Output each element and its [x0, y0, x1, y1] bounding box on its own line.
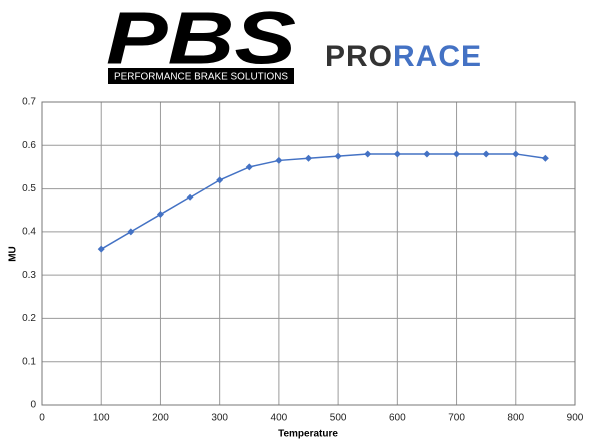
- data-point: [453, 150, 461, 158]
- x-tick-label: 100: [93, 413, 110, 424]
- brand-prefix: PRO: [325, 40, 393, 73]
- y-tick-label: 0.5: [22, 183, 36, 194]
- y-tick-label: 0.1: [22, 356, 36, 367]
- x-tick-label: 500: [330, 413, 347, 424]
- y-tick-label: 0: [30, 400, 36, 411]
- data-point: [393, 150, 401, 158]
- data-point: [186, 193, 194, 201]
- x-tick-label: 200: [152, 413, 169, 424]
- data-point: [305, 154, 312, 162]
- x-tick-label: 800: [507, 413, 524, 424]
- logo-subtitle: PERFORMANCE BRAKE SOLUTIONS: [114, 72, 288, 83]
- y-tick-label: 0.6: [22, 140, 36, 151]
- data-point: [97, 245, 105, 253]
- logo-title: PBS: [106, 0, 296, 80]
- data-point: [156, 211, 164, 219]
- data-point: [245, 163, 253, 171]
- brand-suffix: RACE: [393, 40, 482, 73]
- data-point: [482, 150, 490, 158]
- x-tick-label: 700: [448, 413, 465, 424]
- data-point: [541, 154, 549, 162]
- x-tick-label: 400: [271, 413, 288, 424]
- y-tick-label: 0.4: [22, 226, 36, 237]
- y-tick-label: 0.3: [22, 270, 36, 281]
- series-line: [100, 153, 546, 250]
- plot-border: [41, 101, 576, 406]
- data-point: [423, 150, 431, 158]
- y-tick-label: 0.7: [22, 97, 36, 108]
- x-tick-label: 0: [39, 413, 45, 424]
- data-point: [364, 150, 372, 158]
- brand: PRORACE: [325, 40, 482, 73]
- y-axis-label: MU: [8, 246, 19, 262]
- data-point: [512, 150, 520, 158]
- x-tick-label: 600: [389, 413, 406, 424]
- logo-band: [108, 68, 294, 84]
- data-point: [127, 228, 135, 236]
- data-point: [334, 152, 342, 160]
- x-tick-label: 300: [211, 413, 228, 424]
- data-point: [275, 156, 283, 164]
- x-axis-label: Temperature: [278, 429, 338, 440]
- data-point: [216, 176, 224, 184]
- x-tick-label: 900: [567, 413, 584, 424]
- y-tick-label: 0.2: [22, 313, 36, 324]
